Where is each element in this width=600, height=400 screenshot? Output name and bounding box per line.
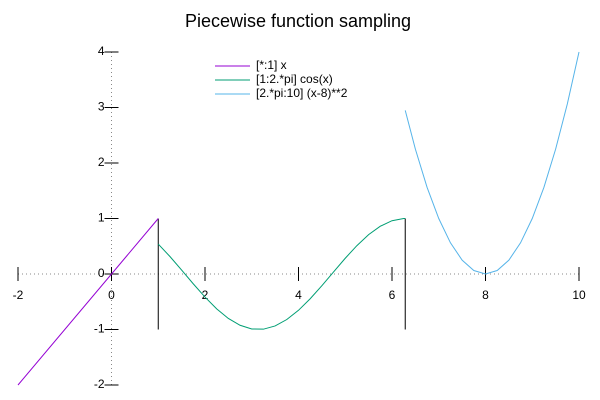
x-tick-label: 8 [482, 288, 489, 302]
x-tick-label: 2 [202, 288, 209, 302]
y-tick-label: 2 [98, 155, 105, 169]
legend-label: [*:1] x [256, 58, 287, 72]
legend-label: [1:2.*pi] cos(x) [256, 72, 333, 86]
x-tick-label: 6 [389, 288, 396, 302]
series-line [17, 218, 159, 386]
series-line [404, 51, 580, 275]
y-tick-label: -1 [94, 322, 105, 336]
x-tick-label: 10 [572, 288, 586, 302]
y-tick-label: 1 [98, 211, 105, 225]
y-tick-label: 0 [98, 266, 105, 280]
x-tick-label: 4 [295, 288, 302, 302]
legend-label: [2.*pi:10] (x-8)**2 [256, 86, 348, 100]
x-tick-label: 0 [108, 288, 115, 302]
y-tick-label: 3 [98, 100, 105, 114]
y-tick-label: -2 [94, 377, 105, 391]
y-tick-label: 4 [98, 44, 105, 58]
series-line [157, 218, 406, 330]
chart-title: Piecewise function sampling [185, 11, 411, 31]
x-tick-label: -2 [13, 288, 24, 302]
